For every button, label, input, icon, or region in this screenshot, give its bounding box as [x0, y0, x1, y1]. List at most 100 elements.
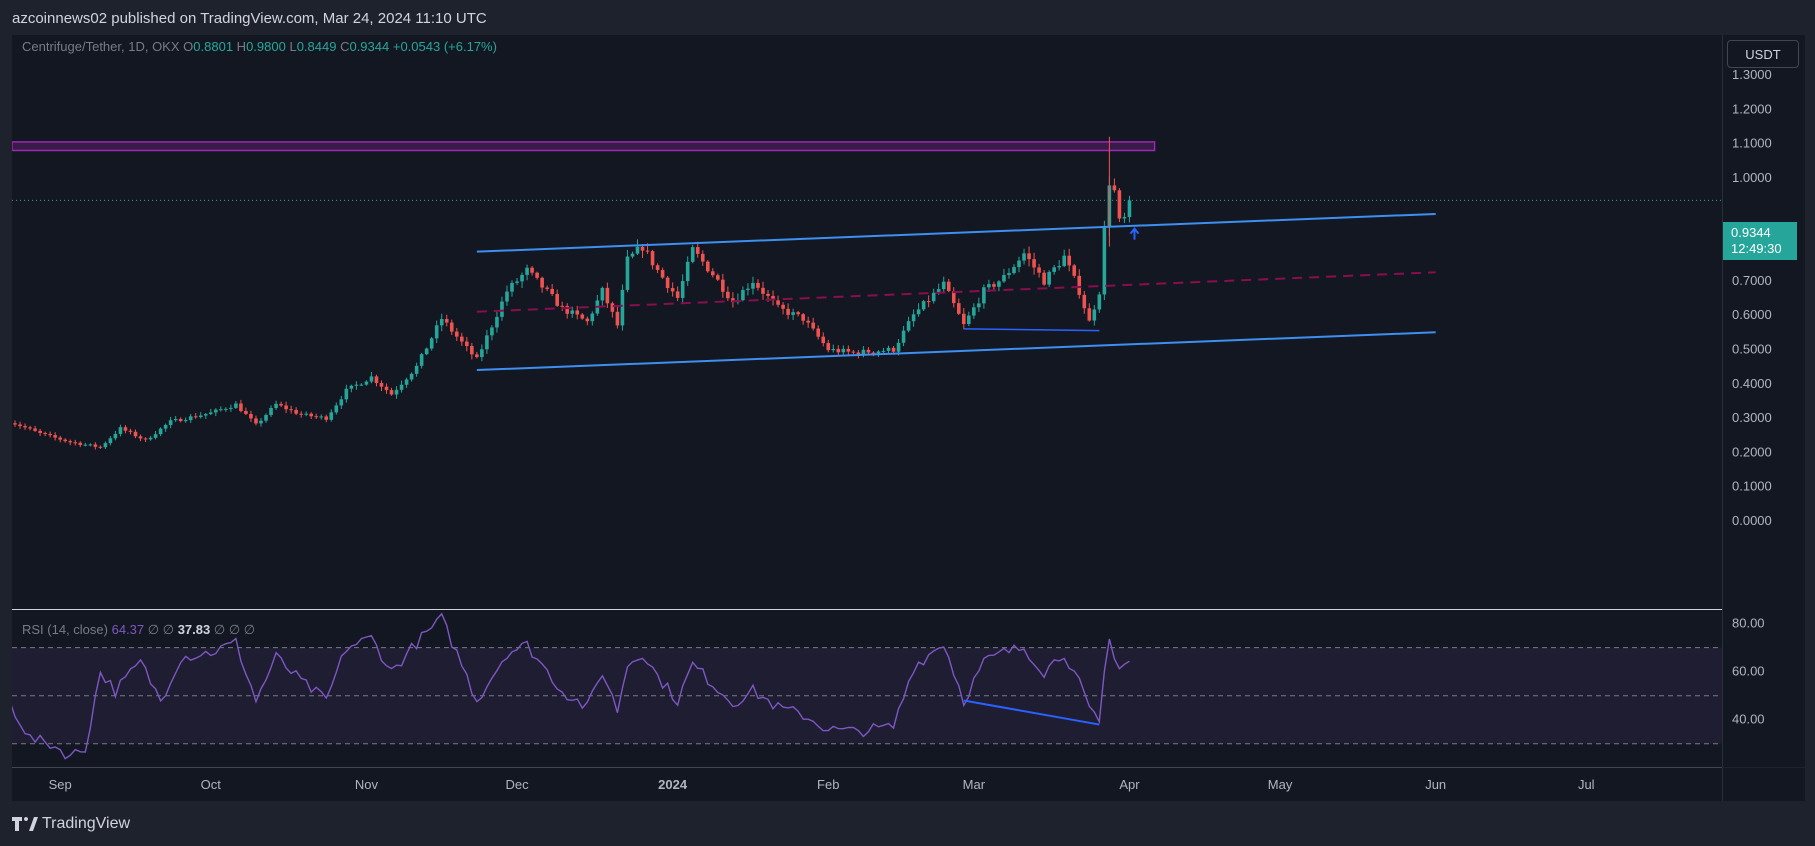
candle-body [439, 319, 444, 326]
legend-open-value: 0.8801 [193, 39, 234, 54]
candle-body [43, 432, 47, 435]
rsi-legend: RSI (14, close) 64.37 ∅ ∅ 37.83 ∅ ∅ ∅ [22, 622, 255, 638]
candle-body [444, 319, 449, 323]
candle-body [716, 275, 720, 280]
candle-body [399, 384, 404, 390]
rsi-divergence-line [963, 699, 1100, 726]
candle-body [349, 385, 354, 389]
candle-body [786, 308, 790, 315]
time-tick-label: Dec [505, 777, 529, 792]
axis-corner [1722, 768, 1805, 801]
arrow-up-icon [1129, 227, 1140, 240]
legend-open-label: O [183, 39, 194, 54]
candle-body [33, 428, 37, 431]
price-chart[interactable] [12, 35, 1722, 609]
candle-body [570, 310, 575, 314]
candle-body [394, 389, 399, 395]
candle-body [816, 328, 821, 337]
candle-body [103, 443, 108, 448]
candle-body [535, 272, 539, 278]
candle-body [229, 407, 233, 409]
candle-body [269, 407, 273, 416]
candle-body [931, 292, 936, 302]
candle-body [741, 289, 745, 301]
candle-body [259, 420, 263, 424]
candle-body [475, 354, 479, 358]
rsi-legend-na-4: ∅ [228, 622, 241, 637]
candle-body [148, 437, 153, 440]
candle-body [756, 282, 760, 288]
candle-body [1087, 308, 1092, 321]
candle-body [1067, 255, 1072, 266]
candle-body [485, 335, 489, 350]
candle-body [153, 434, 158, 438]
candle-body [198, 415, 203, 418]
candle-body [987, 284, 991, 288]
candle-body [881, 350, 886, 352]
rsi-legend-value-2: 37.83 [177, 622, 211, 637]
candle-body [545, 287, 549, 289]
candle-body [1047, 271, 1051, 285]
legend-close-label: C [340, 39, 350, 54]
candle-body [1007, 273, 1011, 276]
candle-body [304, 413, 308, 415]
price-chart-pane[interactable]: Centrifuge/Tether, 1D, OKX O0.8801 H0.98… [12, 35, 1722, 609]
candle-body [314, 416, 319, 418]
time-tick-label: Feb [817, 777, 839, 792]
candle-body [1052, 267, 1056, 272]
price-axis[interactable]: 1.30001.20001.10001.00000.80000.70000.60… [1722, 35, 1805, 767]
rsi-tick-label: 80.00 [1732, 616, 1765, 631]
candle-body [53, 435, 57, 438]
rsi-chart[interactable] [12, 610, 1722, 767]
candle-body [896, 342, 901, 352]
candle-body [495, 316, 499, 328]
candle-body [776, 300, 780, 305]
candle-body [23, 426, 27, 428]
candle-body [13, 423, 17, 425]
candle-body [1127, 200, 1132, 218]
candle-body [876, 351, 881, 354]
candle-body [997, 281, 1001, 287]
candle-body [209, 412, 213, 415]
candle-body [555, 294, 559, 306]
candle-body [926, 301, 931, 303]
candle-body [1057, 266, 1061, 268]
candle-body [254, 418, 258, 424]
footer-brand[interactable]: TradingView [12, 815, 130, 833]
pane-separator[interactable] [12, 609, 1722, 610]
rsi-legend-label: RSI (14, close) [22, 622, 108, 637]
candle-body [123, 427, 128, 431]
candle-body [630, 253, 635, 257]
candle-body [771, 295, 775, 301]
candle-body [465, 341, 469, 346]
candle-body [339, 399, 344, 406]
candle-body [470, 345, 474, 355]
candle-body [449, 322, 454, 332]
currency-button[interactable]: USDT [1727, 40, 1799, 68]
candle-body [93, 444, 98, 447]
candle-body [384, 386, 389, 391]
candle-body [936, 289, 941, 293]
candle-body [620, 289, 625, 326]
price-axis-labels: 1.30001.20001.10001.00000.80000.70000.60… [1732, 67, 1772, 727]
candle-body [901, 330, 906, 343]
candle-body [946, 281, 951, 291]
candle-body [419, 354, 424, 366]
candle-body [133, 431, 138, 437]
candle-body [429, 338, 434, 349]
candle-body [731, 298, 735, 303]
tradingview-logo-icon [12, 817, 38, 831]
candle-body [982, 287, 986, 304]
last-price-value: 0.9344 [1731, 225, 1771, 240]
candle-body [299, 413, 303, 415]
candle-body [781, 304, 785, 309]
rsi-pane[interactable]: RSI (14, close) 64.37 ∅ ∅ 37.83 ∅ ∅ ∅ [12, 610, 1722, 767]
candle-body [956, 303, 961, 314]
candle-body [861, 349, 866, 355]
candle-body [751, 282, 755, 289]
time-axis[interactable]: Sep Oct Nov Dec 2024 Feb Mar Apr May Jun Jul [12, 768, 1722, 801]
candle-body [695, 247, 700, 254]
candle-body [680, 281, 685, 298]
candle-body [761, 287, 765, 294]
candle-body [670, 288, 675, 292]
